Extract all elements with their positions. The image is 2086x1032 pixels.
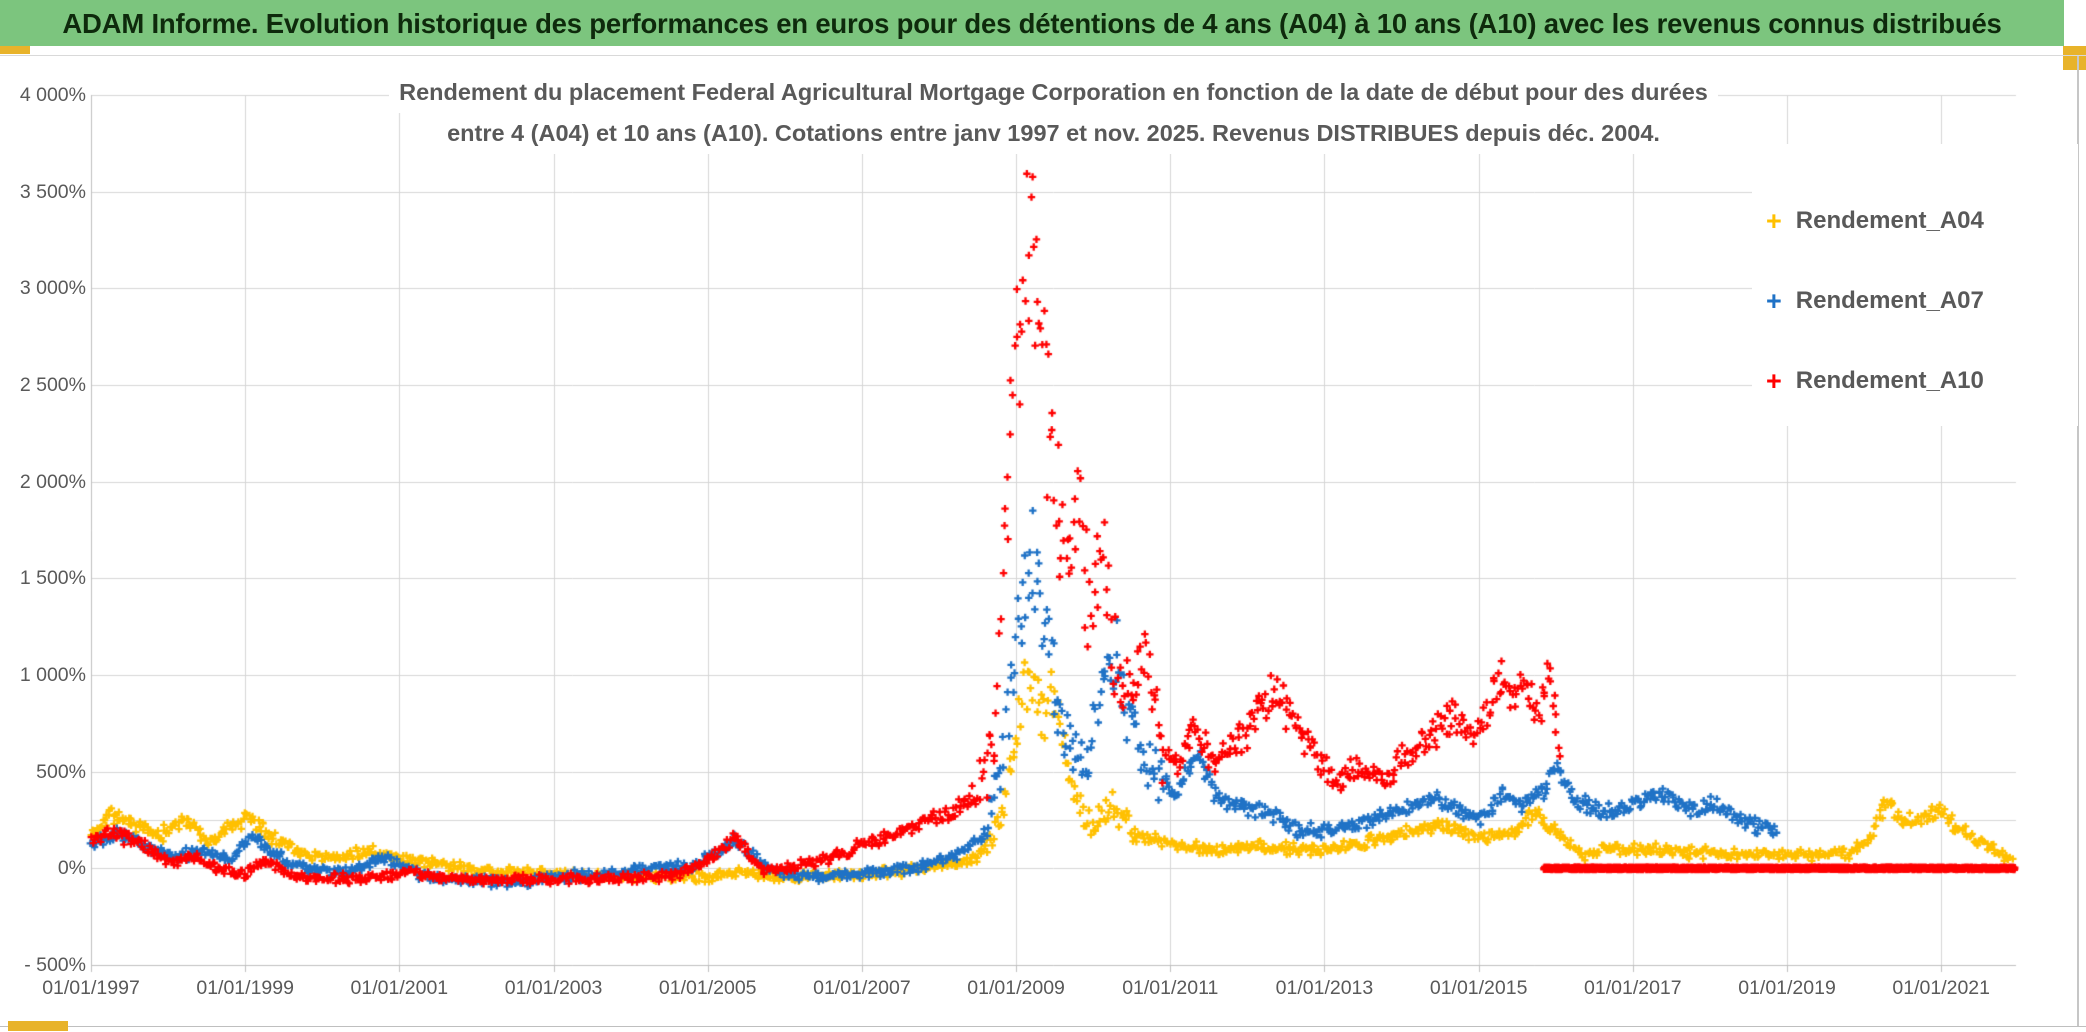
y-axis-tick-label: 3 000% xyxy=(19,277,86,300)
chart-area: Rendement du placement Federal Agricultu… xyxy=(0,56,2086,1026)
x-axis-tick-label: 01/01/2017 xyxy=(1584,977,1682,999)
x-axis-tick-label: 01/01/2021 xyxy=(1892,977,1991,999)
plus-marker-icon: + xyxy=(1766,206,1782,236)
y-axis-tick-label: 500% xyxy=(36,760,86,783)
x-axis-tick-label: 01/01/2007 xyxy=(813,977,911,999)
chart-legend: + Rendement_A04 + Rendement_A07 + Rendement_A… xyxy=(1752,144,2078,426)
x-axis-tick-label: 01/01/2011 xyxy=(1122,977,1219,999)
y-axis-tick-label: 1 500% xyxy=(19,567,86,590)
legend-item: + Rendement_A10 xyxy=(1766,364,1984,398)
subtitle-line-2: entre 4 (A04) et 10 ans (A10). Cotations… xyxy=(437,113,1670,154)
header-divider-line xyxy=(0,55,2086,56)
x-axis-tick-label: 01/01/2001 xyxy=(350,977,449,999)
legend-item: + Rendement_A07 xyxy=(1766,284,1984,318)
legend-item-label: Rendement_A04 xyxy=(1795,207,1984,234)
x-axis-tick-label: 01/01/2019 xyxy=(1738,977,1836,999)
report-title-bar: ADAM Informe. Evolution historique des p… xyxy=(0,0,2064,46)
chart-canvas xyxy=(0,56,2086,1026)
x-axis-tick-label: 01/01/2003 xyxy=(504,977,603,999)
gold-accent-top-left xyxy=(0,46,30,54)
subtitle-line-1: Rendement du placement Federal Agricultu… xyxy=(389,72,1718,113)
bottom-divider-line xyxy=(0,1026,2086,1027)
y-axis-tick-label: 0% xyxy=(57,857,86,880)
legend-item-label: Rendement_A07 xyxy=(1795,287,1984,314)
x-axis-tick-label: 01/01/2005 xyxy=(658,977,757,999)
y-axis-tick-label: 2 000% xyxy=(19,470,86,493)
y-axis-tick-label: 2 500% xyxy=(19,374,86,396)
x-axis-tick-label: 01/01/2015 xyxy=(1429,977,1528,999)
x-axis-tick-label: 01/01/1997 xyxy=(42,977,140,999)
plus-marker-icon: + xyxy=(1766,366,1782,396)
y-axis-tick-label: - 500% xyxy=(24,954,86,976)
gold-accent-bottom-left xyxy=(8,1021,68,1031)
y-axis-tick-label: 4 000% xyxy=(19,84,86,106)
x-axis-tick-label: 01/01/2013 xyxy=(1275,977,1374,999)
report-title: ADAM Informe. Evolution historique des p… xyxy=(62,8,2002,39)
y-axis-tick-label: 3 500% xyxy=(19,180,86,203)
x-axis-tick-label: 01/01/2009 xyxy=(967,977,1065,999)
y-axis-tick-label: 1 000% xyxy=(19,664,86,686)
legend-item-label: Rendement_A10 xyxy=(1795,367,1984,394)
x-axis-tick-label: 01/01/1999 xyxy=(196,977,294,999)
plus-marker-icon: + xyxy=(1766,286,1782,316)
chart-subtitle: Rendement du placement Federal Agricultu… xyxy=(91,72,2016,154)
legend-item: + Rendement_A04 xyxy=(1766,204,1984,238)
